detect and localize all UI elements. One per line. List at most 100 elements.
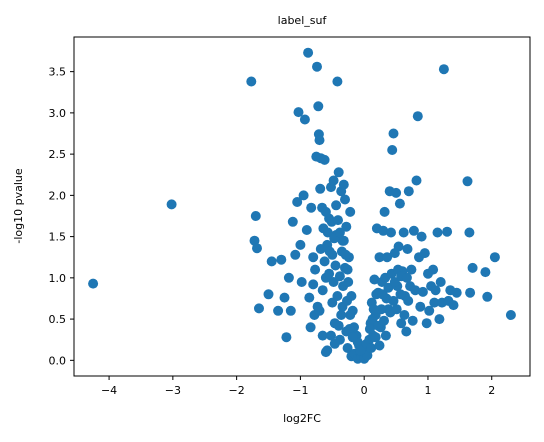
- x-tick-label: −4: [101, 384, 117, 397]
- data-point: [319, 256, 330, 267]
- data-point: [312, 61, 322, 72]
- data-point: [315, 244, 326, 254]
- x-tick-label: 2: [488, 384, 495, 397]
- data-point: [279, 292, 290, 303]
- y-axis-title: -log10 pvalue: [12, 168, 25, 243]
- data-point: [366, 343, 377, 353]
- data-point: [250, 211, 261, 221]
- data-point: [462, 176, 473, 187]
- data-point: [273, 305, 284, 316]
- data-point: [287, 216, 298, 227]
- data-point: [246, 76, 257, 87]
- data-point: [401, 326, 412, 337]
- data-point: [393, 241, 404, 252]
- data-point: [480, 267, 491, 278]
- data-point: [328, 175, 339, 186]
- data-point: [380, 330, 391, 341]
- data-points: [88, 47, 516, 364]
- data-point: [370, 332, 381, 343]
- data-point: [505, 310, 516, 320]
- data-point: [367, 314, 378, 325]
- data-point: [391, 304, 402, 315]
- data-point: [465, 287, 476, 298]
- data-point: [389, 277, 400, 287]
- data-point: [276, 254, 287, 265]
- data-point: [298, 190, 309, 201]
- x-tick-label: 0: [361, 384, 368, 397]
- x-tick-label: 1: [424, 384, 431, 397]
- y-tick-label: 0.5: [49, 313, 67, 326]
- data-point: [364, 324, 375, 334]
- data-point: [383, 282, 394, 293]
- data-point: [369, 274, 380, 285]
- data-point: [482, 291, 493, 302]
- data-point: [345, 310, 356, 320]
- y-tick-label: 1.0: [49, 272, 67, 285]
- data-point: [438, 64, 449, 75]
- data-point: [398, 227, 409, 238]
- data-point: [419, 248, 430, 259]
- data-point: [263, 289, 274, 300]
- data-point: [403, 186, 414, 197]
- data-point: [333, 167, 344, 178]
- data-point: [266, 256, 277, 267]
- data-point: [306, 202, 317, 213]
- data-point: [411, 175, 422, 186]
- data-point: [430, 285, 441, 296]
- data-point: [379, 206, 390, 217]
- y-tick-label: 1.5: [49, 231, 67, 244]
- data-point: [421, 318, 432, 329]
- data-point: [88, 278, 99, 289]
- y-tick-label: 3.5: [49, 66, 67, 79]
- data-point: [410, 285, 421, 296]
- data-point: [379, 315, 389, 326]
- data-point: [338, 179, 349, 190]
- data-point: [424, 305, 435, 316]
- data-point: [399, 310, 410, 320]
- data-point: [290, 249, 301, 260]
- data-point: [285, 305, 296, 316]
- data-point: [308, 279, 319, 290]
- data-point: [299, 114, 310, 125]
- data-point: [417, 286, 428, 297]
- data-point: [368, 304, 379, 315]
- data-point: [341, 221, 352, 232]
- data-point: [336, 310, 347, 320]
- data-point: [333, 215, 343, 226]
- data-point: [308, 252, 319, 263]
- data-point: [388, 295, 399, 306]
- data-point: [376, 304, 387, 315]
- x-tick-label: −1: [292, 384, 308, 397]
- data-point: [432, 227, 443, 238]
- data-point: [342, 264, 353, 275]
- data-point: [464, 227, 475, 238]
- data-point: [403, 295, 414, 306]
- data-point: [340, 194, 350, 205]
- data-point: [340, 249, 351, 260]
- data-point: [332, 76, 343, 87]
- data-point: [301, 225, 312, 235]
- data-point: [396, 318, 407, 329]
- data-point: [296, 277, 307, 287]
- data-point: [406, 264, 417, 275]
- data-point: [332, 291, 343, 301]
- data-point: [344, 324, 355, 334]
- x-tick-label: −3: [165, 384, 181, 397]
- data-point: [374, 340, 385, 351]
- data-point: [407, 315, 418, 326]
- data-point: [310, 264, 321, 275]
- data-point: [329, 338, 340, 349]
- data-point: [252, 243, 262, 254]
- data-point: [415, 301, 426, 312]
- data-point: [428, 264, 439, 275]
- data-point: [283, 272, 294, 283]
- chart-title: label_suf: [278, 14, 328, 27]
- data-point: [312, 301, 323, 312]
- data-point: [320, 206, 331, 217]
- data-point: [314, 135, 325, 146]
- data-point: [382, 252, 393, 263]
- y-axis-ticks: 0.0 0.5 1.0 1.5 2.0 2.5 3.0 3.5: [49, 66, 74, 367]
- data-point: [254, 303, 264, 314]
- data-point: [342, 343, 353, 353]
- x-tick-label: −2: [229, 384, 245, 397]
